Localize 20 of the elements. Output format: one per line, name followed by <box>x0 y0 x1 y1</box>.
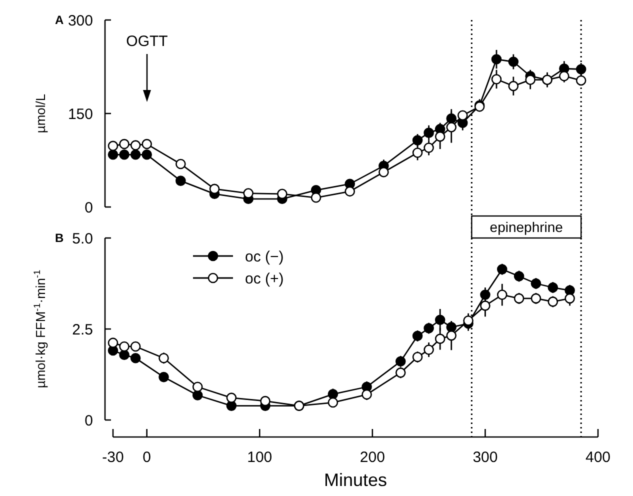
x-tick-label: 0 <box>142 449 152 466</box>
y-tick-label: 0 <box>84 412 93 430</box>
x-tick-label: 400 <box>585 449 611 466</box>
legend-label: oc (−) <box>245 248 284 266</box>
text: epinephrine <box>490 219 564 235</box>
y-tick-label: 150 <box>68 106 93 123</box>
x-tick-label: 200 <box>360 449 385 466</box>
y-tick-label: 2.5 <box>72 321 93 338</box>
legend-label: oc (+) <box>245 270 284 288</box>
y-tick-label: 0 <box>84 199 93 216</box>
annotation: OGTT <box>126 33 168 50</box>
x-axis-title: Minutes <box>324 470 388 490</box>
y-tick-label: 5.0 <box>72 230 93 248</box>
x-tick-label: -30 <box>102 449 124 466</box>
y-axis-title: µmol/L <box>33 94 48 134</box>
chart-title: A <box>55 13 64 27</box>
x-tick-label: 300 <box>472 449 498 466</box>
chart-title: B <box>55 231 64 245</box>
y-tick-label: 300 <box>68 12 93 30</box>
x-tick-label: 100 <box>247 449 272 466</box>
